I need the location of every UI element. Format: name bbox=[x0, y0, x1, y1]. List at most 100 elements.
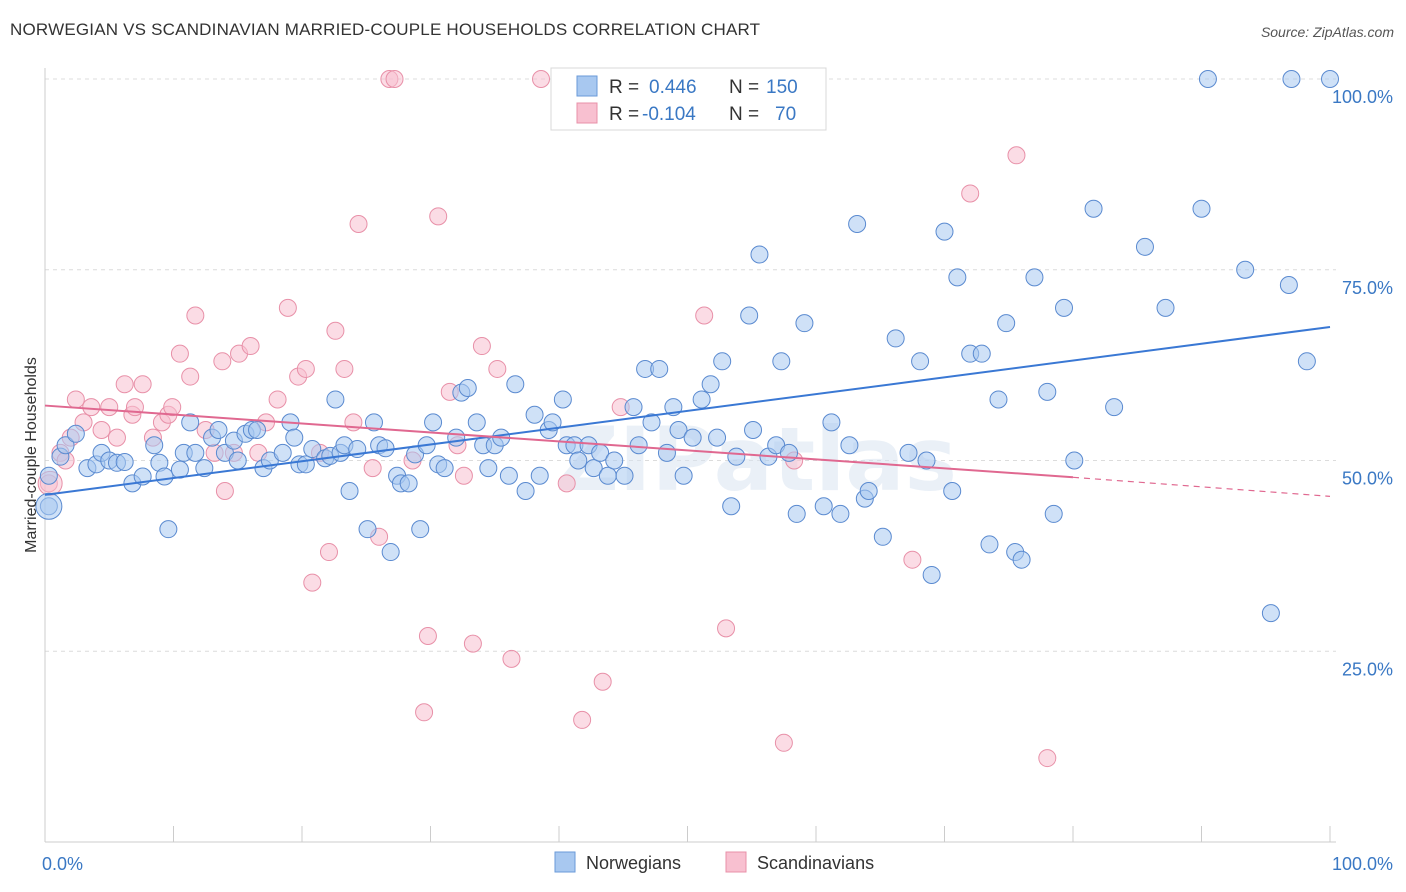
scandinavians-point bbox=[463, 634, 482, 653]
scandinavians-trend-line bbox=[44, 404, 1074, 479]
norwegians-trend-line bbox=[44, 325, 1331, 496]
stats-r-label-pink: R = bbox=[609, 104, 639, 125]
scandinavians-point bbox=[335, 359, 354, 378]
norwegians-point bbox=[435, 459, 454, 478]
norwegians-point bbox=[364, 413, 383, 432]
norwegians-point bbox=[399, 474, 418, 493]
axis-labels: 100.0% 75.0% 50.0% 25.0% 0.0% 100.0% Married-c… bbox=[23, 87, 1393, 874]
norwegians-point bbox=[499, 466, 518, 485]
norwegians-point bbox=[248, 420, 267, 439]
norwegians-point bbox=[598, 466, 617, 485]
norwegians-point bbox=[56, 436, 75, 455]
norwegians-point bbox=[66, 424, 85, 443]
legend-label-scandinavians: Scandinavians bbox=[757, 853, 874, 873]
scandinavians-point bbox=[278, 298, 297, 317]
norwegians-point bbox=[1282, 70, 1301, 88]
norwegians-point bbox=[506, 375, 525, 394]
scandinavians-point bbox=[268, 390, 287, 409]
norwegians-point bbox=[822, 413, 841, 432]
norwegians-point bbox=[39, 466, 58, 485]
norwegians-point bbox=[615, 466, 634, 485]
norwegians-point bbox=[624, 398, 643, 417]
scandinavians-point bbox=[107, 428, 126, 447]
stats-n-label-pink: N = bbox=[729, 104, 759, 125]
stats-box: R = 0.446 N = 150 R = -0.104 N = 70 bbox=[550, 67, 827, 131]
norwegians-point bbox=[750, 245, 769, 264]
scandinavians-point bbox=[296, 359, 315, 378]
scandinavians-point bbox=[326, 321, 345, 340]
norwegians-point bbox=[740, 306, 759, 325]
norwegians-point bbox=[569, 451, 588, 470]
norwegians-point bbox=[859, 482, 878, 501]
norwegians-point bbox=[669, 420, 688, 439]
norwegians-point bbox=[530, 466, 549, 485]
norwegians-point bbox=[1038, 382, 1057, 401]
norwegians-point bbox=[159, 520, 178, 539]
norwegians-point bbox=[772, 352, 791, 371]
scandinavians-point bbox=[502, 649, 521, 668]
norwegians-point bbox=[899, 443, 918, 462]
norwegians-point bbox=[1156, 298, 1175, 317]
y-tick-label: 25.0% bbox=[1342, 659, 1393, 679]
scandinavians-point bbox=[100, 398, 119, 417]
norwegians-point bbox=[35, 492, 63, 520]
norwegians-point bbox=[584, 459, 603, 478]
norwegians-point bbox=[424, 413, 443, 432]
stats-n-label-blue: N = bbox=[729, 77, 759, 98]
scandinavians-point bbox=[92, 420, 111, 439]
scandinavians-point bbox=[186, 306, 205, 325]
norwegians-point bbox=[1105, 398, 1124, 417]
norwegians-point bbox=[650, 359, 669, 378]
scandinavians-point bbox=[593, 672, 612, 691]
norwegians-point bbox=[1055, 298, 1074, 317]
scandinavians-point bbox=[418, 626, 437, 645]
norwegians-point bbox=[155, 467, 174, 486]
norwegians-point bbox=[989, 390, 1008, 409]
scandinavians-point bbox=[163, 398, 182, 417]
norwegians-point bbox=[935, 222, 954, 241]
y-tick-label: 75.0% bbox=[1342, 278, 1393, 298]
trend-lines bbox=[44, 325, 1331, 497]
legend-swatch-scandinavians bbox=[725, 851, 747, 873]
norwegians-point bbox=[1297, 352, 1316, 371]
norwegians-point bbox=[674, 466, 693, 485]
norwegians-point bbox=[1192, 199, 1211, 218]
norwegians-point bbox=[543, 413, 562, 432]
norwegians-point bbox=[181, 413, 200, 432]
norwegians-point bbox=[917, 451, 936, 470]
norwegians-point bbox=[273, 443, 292, 462]
scandinavians-point bbox=[557, 474, 576, 493]
norwegians-point bbox=[886, 329, 905, 348]
scandinavians-point bbox=[215, 482, 234, 501]
grid-layer bbox=[45, 78, 1336, 652]
norwegians-point bbox=[303, 440, 322, 459]
chart-title: NORWEGIAN VS SCANDINAVIAN MARRIED-COUPLE… bbox=[10, 20, 761, 39]
norwegians-point bbox=[605, 451, 624, 470]
norwegians-point bbox=[115, 453, 134, 472]
scandinavians-point bbox=[415, 703, 434, 722]
norwegians-point bbox=[701, 375, 720, 394]
scandinavians-point bbox=[133, 375, 152, 394]
norwegians-point bbox=[642, 413, 661, 432]
stats-swatch-blue bbox=[576, 75, 598, 97]
norwegians-point bbox=[692, 390, 711, 409]
norwegians-point bbox=[1236, 260, 1255, 279]
norwegians-point bbox=[795, 314, 814, 333]
scandinavians-point bbox=[961, 184, 980, 203]
scandinavians-point bbox=[385, 70, 404, 88]
norwegians-point bbox=[209, 420, 228, 439]
legend-swatch-norwegians bbox=[554, 851, 576, 873]
chart-source: Source: ZipAtlas.com bbox=[1260, 24, 1394, 40]
norwegians-point bbox=[358, 520, 377, 539]
norwegians-point bbox=[943, 482, 962, 501]
norwegians-point bbox=[1012, 550, 1031, 569]
scandinavians-point bbox=[1038, 749, 1057, 768]
stats-r-value-pink: -0.104 bbox=[642, 104, 696, 125]
norwegians-point bbox=[657, 443, 676, 462]
norwegians-point bbox=[840, 436, 859, 455]
norwegians-point bbox=[1065, 451, 1084, 470]
norwegians-point bbox=[553, 390, 572, 409]
norwegians-point bbox=[1025, 268, 1044, 287]
scandinavians-point bbox=[573, 710, 592, 729]
